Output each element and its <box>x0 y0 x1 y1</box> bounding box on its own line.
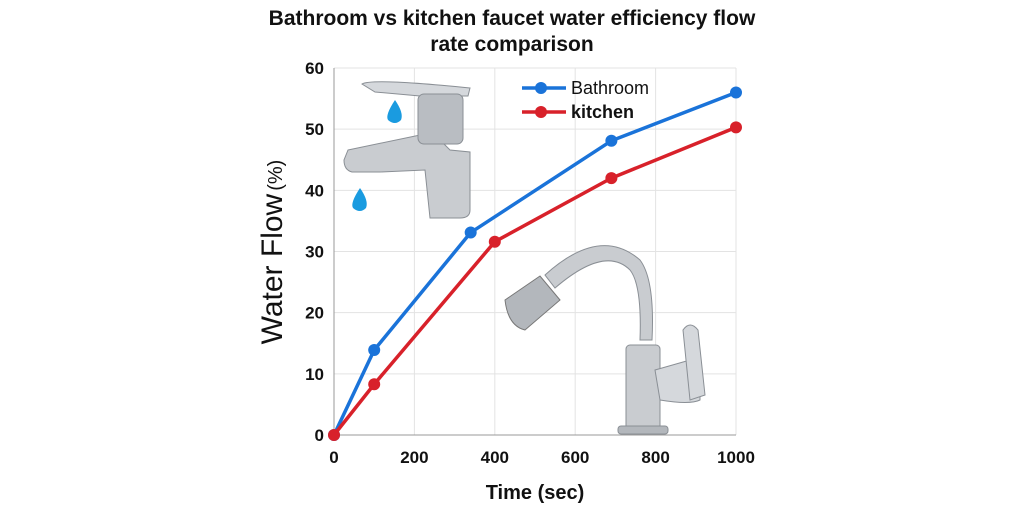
faucet-cartridge <box>417 93 464 145</box>
water-drop-icon <box>352 188 367 211</box>
y-tick-label: 10 <box>305 365 324 384</box>
data-point-kitchen <box>368 378 381 391</box>
kitchen-faucet-image <box>504 245 706 435</box>
data-point-kitchen <box>730 121 742 134</box>
y-tick-label: 30 <box>305 243 324 262</box>
y-tick-label: 40 <box>305 181 324 200</box>
legend-label: Bathroom <box>571 78 649 98</box>
y-tick-label: 0 <box>315 426 324 445</box>
faucet-foot <box>617 425 669 435</box>
legend-marker <box>535 82 547 94</box>
data-point-bathroom <box>730 86 742 99</box>
legend-label: kitchen <box>571 102 634 122</box>
data-point-bathroom <box>464 226 477 239</box>
bathroom-faucet-image <box>343 81 471 219</box>
y-tick-label: 60 <box>305 59 324 78</box>
y-axis-unit: (%) <box>265 160 287 191</box>
chart-title: Bathroom vs kitchen faucet water efficie… <box>268 7 756 56</box>
data-point-kitchen <box>488 235 501 248</box>
faucet-spout <box>544 245 653 341</box>
y-tick-label: 50 <box>305 120 324 139</box>
x-tick-label: 800 <box>641 448 669 467</box>
y-axis-label-text: Water Flow <box>256 193 289 344</box>
data-point-bathroom <box>368 343 381 356</box>
x-tick-label: 1000 <box>717 448 755 467</box>
x-tick-label: 0 <box>329 448 338 467</box>
data-point-kitchen <box>605 172 618 185</box>
x-tick-label: 400 <box>481 448 509 467</box>
legend-marker <box>535 106 547 118</box>
faucet-base <box>625 344 661 431</box>
faucet-lever <box>682 324 706 401</box>
data-point-kitchen <box>328 429 340 441</box>
x-axis-label: Time (sec) <box>486 482 585 504</box>
y-tick-label: 20 <box>305 304 324 323</box>
x-tick-label: 200 <box>400 448 428 467</box>
x-tick-label: 600 <box>561 448 589 467</box>
faucet-aerator <box>504 275 561 331</box>
data-point-bathroom <box>605 134 618 147</box>
faucet-body <box>343 134 471 219</box>
y-axis-label: Water Flow(%) <box>256 160 289 345</box>
water-drop-icon <box>387 100 402 123</box>
